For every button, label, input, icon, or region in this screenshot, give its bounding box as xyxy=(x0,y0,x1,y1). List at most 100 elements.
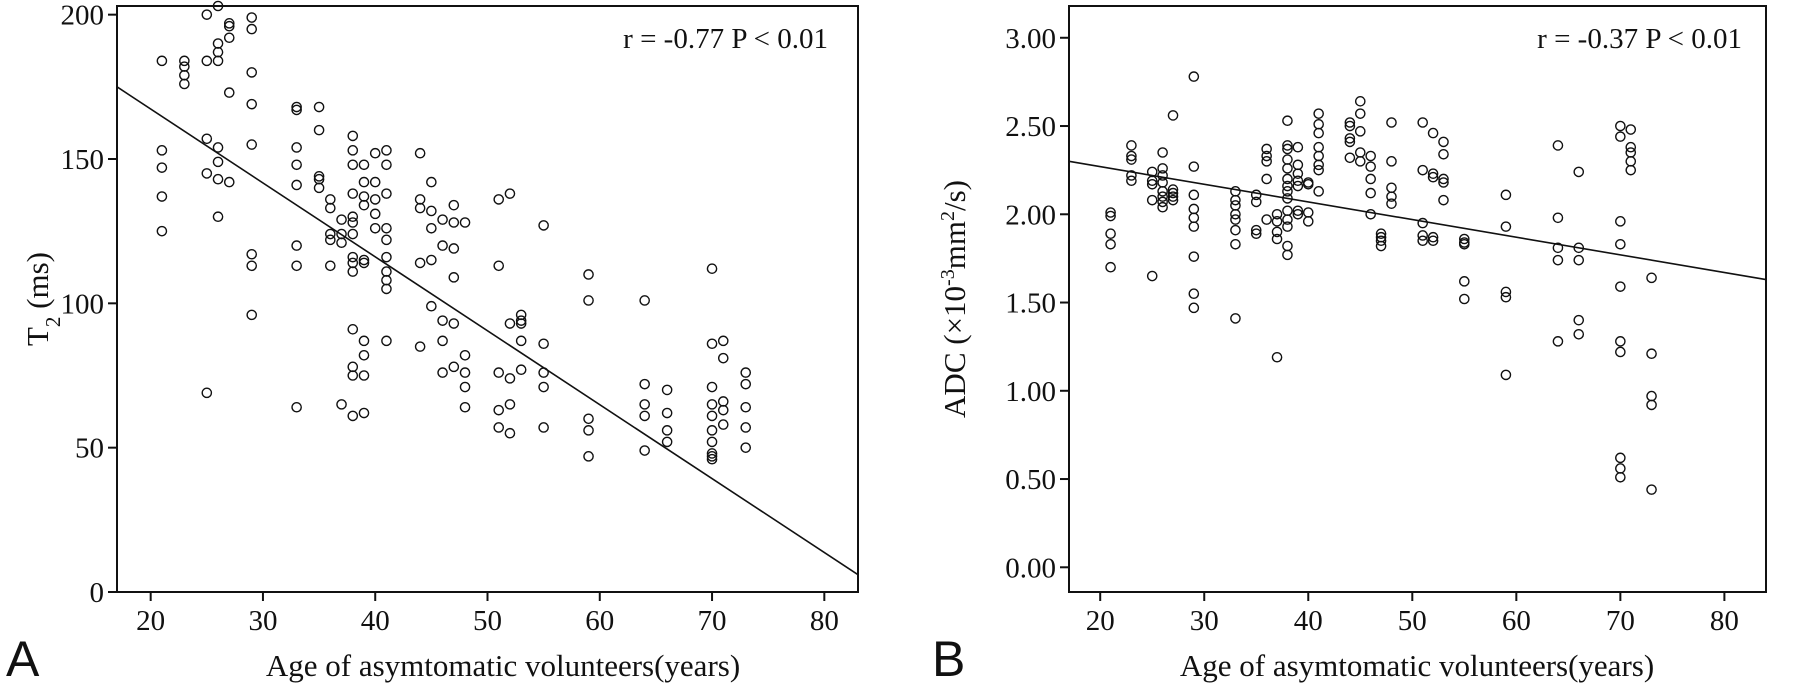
panel-b-data-point xyxy=(1230,194,1241,206)
panel-b-data-point xyxy=(1375,240,1387,252)
panel-b-data-point xyxy=(1292,159,1304,171)
panel-b-x-tick-label: 20 xyxy=(1086,605,1115,637)
panel-b-data-point xyxy=(1573,329,1585,340)
panel-a-data-point xyxy=(538,220,549,231)
panel-b-data-point xyxy=(1354,147,1366,158)
panel-b-data-point xyxy=(1615,216,1626,227)
panel-a-x-tick-label: 40 xyxy=(361,605,390,637)
panel-b-data-point xyxy=(1250,228,1262,239)
panel-a-data-point xyxy=(706,263,718,274)
panel-b-data-point xyxy=(1500,369,1512,381)
panel-b-data-point xyxy=(1500,286,1512,298)
panel-a-data-point xyxy=(639,378,650,390)
panel-b-x-tick-label: 50 xyxy=(1398,605,1427,637)
panel-b-y-tick-label: 3.00 xyxy=(1005,23,1056,55)
panel-a-data-point xyxy=(538,422,549,433)
panel-a-x-ticks: 20 30 40 50 60 70 80 xyxy=(136,592,839,637)
panel-a-data-point xyxy=(347,324,359,335)
panel-a-data-point xyxy=(538,381,549,393)
panel-a-x-tick-label: 30 xyxy=(248,605,277,637)
panel-a-data-point xyxy=(381,234,392,246)
panel-a-data-point xyxy=(583,295,594,306)
panel-b-data-point xyxy=(1344,120,1356,132)
panel-a-data-point xyxy=(223,176,235,188)
panel-a-data-point xyxy=(358,407,370,419)
panel-a-data-point xyxy=(414,202,426,214)
panel-b-data-point xyxy=(1459,233,1470,245)
panel-b-data-point xyxy=(1292,141,1304,153)
panel-a-data-point xyxy=(347,410,359,422)
panel-a-y-tick-label: 150 xyxy=(61,144,105,176)
panel-b-data-point xyxy=(1313,186,1324,197)
panel-b-data-point xyxy=(1302,207,1314,218)
panel-b-data-point xyxy=(1146,175,1158,187)
panel-a-data-point xyxy=(246,260,258,272)
panel-b-data-point xyxy=(1292,180,1304,192)
panel-b-data-point xyxy=(1344,133,1356,144)
panel-b-data-point xyxy=(1157,163,1168,174)
panel-b-data-point xyxy=(1438,148,1449,160)
panel-b-data-point xyxy=(1126,170,1137,181)
panel-b-data-point xyxy=(1146,178,1158,190)
panel-a-data-point xyxy=(381,251,392,263)
panel-a-data-point xyxy=(515,335,527,347)
panel-b-data-point xyxy=(1105,228,1116,239)
panel-a-data-point xyxy=(381,266,392,277)
panel-b-trendline xyxy=(1068,160,1767,281)
panel-b-x-tick-label: 70 xyxy=(1606,605,1635,637)
panel-b-data-point xyxy=(1282,205,1293,217)
panel-b-data-point xyxy=(1292,168,1304,179)
panel-b-data-point xyxy=(1292,205,1304,217)
panel-a-data-point xyxy=(740,422,752,433)
panel-b-data-point xyxy=(1646,272,1657,284)
panel-a-data-point xyxy=(358,349,370,361)
panel-b-data-point xyxy=(1573,254,1585,266)
panel-a-x-tick-label: 20 xyxy=(136,605,165,637)
panel-a-data-point xyxy=(381,335,392,347)
panel-a-data-point xyxy=(381,188,392,199)
panel-a-data-point xyxy=(459,349,471,361)
panel-a-data-point xyxy=(459,217,471,228)
panel-a-data-point xyxy=(717,404,729,416)
panel-a-data-point xyxy=(313,182,325,194)
panel-b-data-point xyxy=(1417,230,1429,241)
panel-b-data-point xyxy=(1282,221,1293,232)
panel-b-data-point xyxy=(1615,336,1626,347)
panel-b-data-point xyxy=(1386,191,1397,202)
panel-a-data-point xyxy=(212,142,224,153)
panel-b-data-point xyxy=(1261,173,1272,185)
panel-a: 0 50 100 150 200 20 30 40 50 60 70 80 r = -0.77 P … xyxy=(6,0,859,687)
panel-b-data-point xyxy=(1167,191,1179,202)
panel-b-data-point xyxy=(1417,164,1429,176)
panel-a-data-point xyxy=(291,142,302,153)
panel-a-data-point xyxy=(639,410,650,422)
panel-a-data-point xyxy=(246,67,258,78)
panel-a-data-point xyxy=(291,260,302,272)
panel-b-data-point xyxy=(1552,140,1564,151)
panel-a-data-point xyxy=(291,240,302,251)
panel-b-data-point xyxy=(1427,171,1439,183)
panel-b-y-tick-label: 1.50 xyxy=(1005,288,1056,320)
panel-a-data-point xyxy=(639,295,650,306)
panel-b-data-point xyxy=(1250,196,1262,208)
panel-b-data-point xyxy=(1282,214,1293,225)
panel-a-data-point xyxy=(369,176,381,188)
panel-a-data-point xyxy=(325,260,336,272)
panel-a-data-point xyxy=(291,179,302,191)
panel-b-data-point xyxy=(1282,154,1293,165)
panel-a-data-point xyxy=(717,352,729,364)
panel-a-data-point xyxy=(201,387,213,399)
panel-a-data-point xyxy=(493,367,505,378)
panel-a-y-tick-label: 50 xyxy=(75,433,104,465)
panel-b-data-point xyxy=(1313,159,1324,171)
panel-a-data-point xyxy=(325,234,336,246)
panel-a-data-point xyxy=(358,176,370,188)
panel-b-data-point xyxy=(1417,217,1429,229)
panel-b-data-point xyxy=(1552,336,1564,347)
panel-b-data-point xyxy=(1188,251,1200,262)
panel-a-x-tick-label: 70 xyxy=(698,605,727,637)
panel-b-data-point xyxy=(1230,238,1241,250)
panel-b-data-point xyxy=(1365,187,1376,199)
panel-b-data-point xyxy=(1188,71,1200,82)
panel-a-data-point xyxy=(246,23,258,35)
